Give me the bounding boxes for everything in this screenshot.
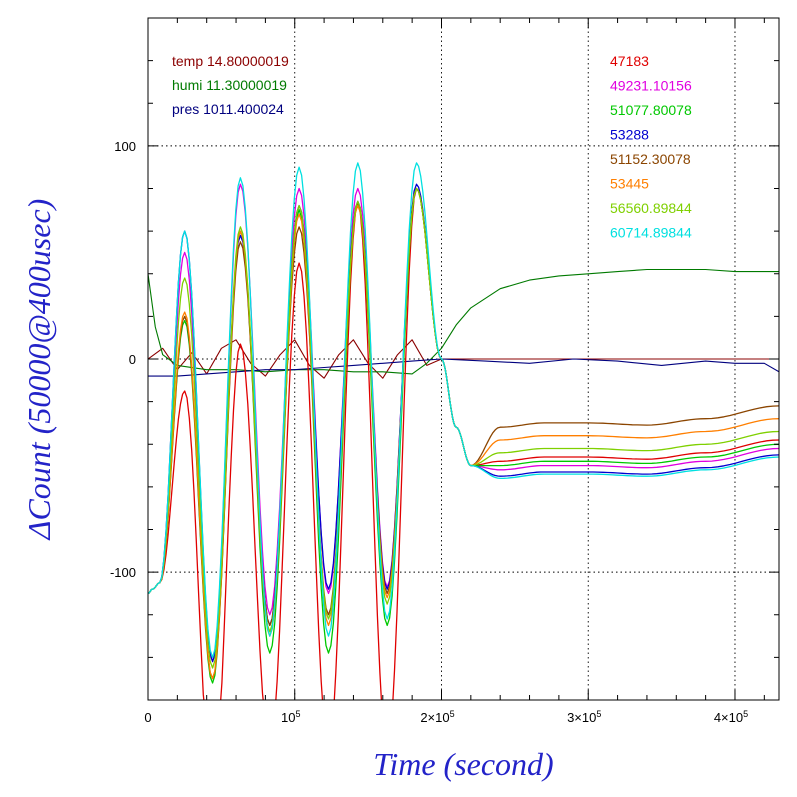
series-line-0 xyxy=(148,187,779,700)
series-legend-entry: 56560.89844 xyxy=(610,200,692,216)
x-tick-label: 2×105 xyxy=(420,709,454,725)
series-legend-entry: 53445 xyxy=(610,176,649,192)
y-tick-label: 100 xyxy=(114,139,136,154)
x-tick-label: 0 xyxy=(144,710,151,725)
env-legend-entry: pres 1011.400024 xyxy=(172,101,284,117)
series-line-5 xyxy=(148,187,779,680)
series-line-1 xyxy=(148,183,779,663)
series-legend-entry: 51152.30078 xyxy=(610,151,691,167)
series-line-7 xyxy=(148,162,779,659)
series-line-6 xyxy=(148,187,779,669)
series-line-2 xyxy=(148,187,779,684)
env-legend-entry: humi 11.30000019 xyxy=(172,77,287,93)
y-tick-label: 0 xyxy=(129,352,136,367)
y-axis-title: ΔCount (50000@400usec) xyxy=(21,199,57,542)
series-legend-entry: 53288 xyxy=(610,127,649,143)
x-tick-label: 4×105 xyxy=(714,709,748,725)
env-legend-entry: temp 14.80000019 xyxy=(172,53,289,69)
tick-marks xyxy=(147,17,779,701)
series-legend: 47183 49231.10156 51077.80078 53288 51152.30… xyxy=(610,53,692,241)
environment-series-layer xyxy=(148,268,779,379)
x-tick-label: 3×105 xyxy=(567,709,601,725)
environment-legend: temp 14.80000019 humi 11.30000019 pres 101… xyxy=(172,53,289,117)
series-legend-entry: 51077.80078 xyxy=(610,102,692,118)
y-tick-labels: 100 0 -100 xyxy=(110,139,136,580)
y-tick-label: -100 xyxy=(110,565,136,580)
series-legend-entry: 49231.10156 xyxy=(610,78,692,94)
x-axis-title: Time (second) xyxy=(373,746,553,782)
series-layer xyxy=(148,162,779,700)
series-legend-entry: 47183 xyxy=(610,53,649,69)
x-tick-label: 105 xyxy=(281,709,300,725)
series-legend-entry: 60714.89844 xyxy=(610,225,692,241)
env-series-line-1 xyxy=(148,268,779,375)
env-series-line-2 xyxy=(148,358,779,377)
x-tick-labels: 0 105 2×105 3×105 4×105 xyxy=(144,709,748,725)
series-line-3 xyxy=(148,183,779,663)
